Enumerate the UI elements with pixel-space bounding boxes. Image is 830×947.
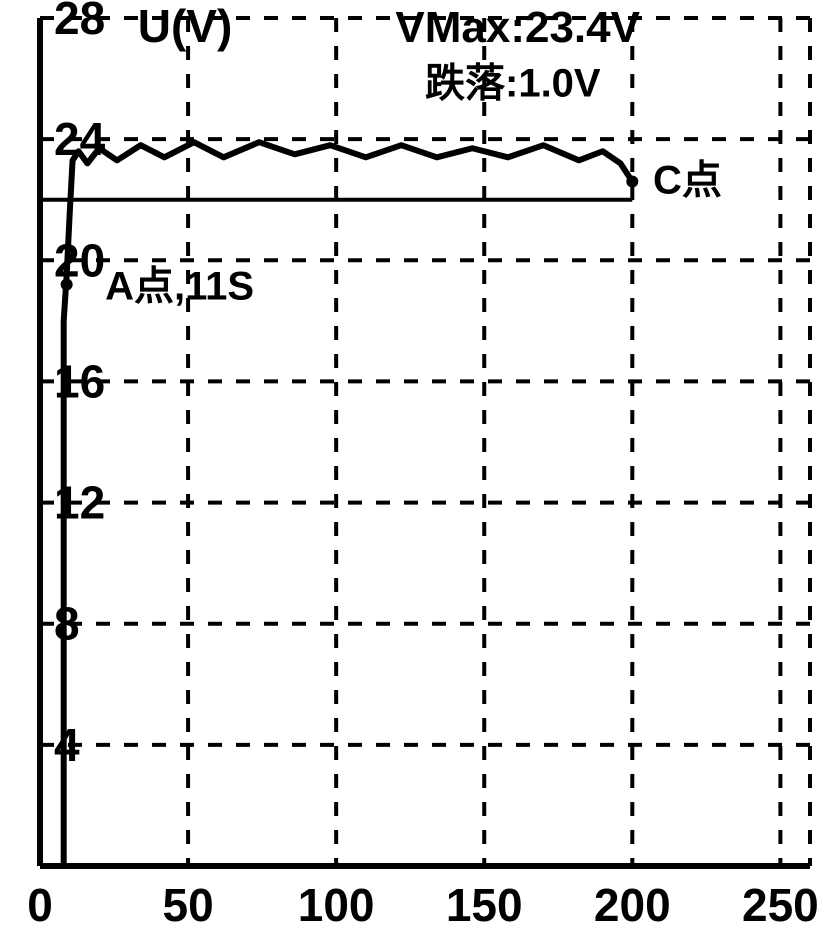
x-tick-label: 200 <box>594 879 671 931</box>
vmax-label: VMax:23.4V <box>395 3 640 52</box>
y-tick-label: 20 <box>54 234 105 286</box>
drop-label: 跌落:1.0V <box>425 62 601 106</box>
point-c-label: C点 <box>653 159 722 203</box>
x-tick-label: 50 <box>162 879 213 931</box>
x-tick-label: 250 <box>742 879 819 931</box>
x-tick-label: 150 <box>446 879 523 931</box>
x-tick-label: 100 <box>298 879 375 931</box>
voltage-chart: 0 50 100 150 200 250 4 8 12 16 20 24 28 U(V) VMax:23.4… <box>0 0 830 947</box>
y-tick-label: 28 <box>54 0 105 44</box>
chart-svg: 0 50 100 150 200 250 4 8 12 16 20 24 28 U(V) VMax:23.4… <box>0 0 830 947</box>
y-tick-label: 24 <box>54 113 106 165</box>
marker-c <box>626 176 638 188</box>
y-tick-label: 16 <box>54 355 105 407</box>
y-tick-label: 4 <box>54 719 80 771</box>
y-axis-label: U(V) <box>138 0 233 52</box>
point-a-label: A点,11S <box>105 265 254 309</box>
y-tick-label: 8 <box>54 598 80 650</box>
x-tick-label: 0 <box>27 879 53 931</box>
y-tick-label: 12 <box>54 477 105 529</box>
